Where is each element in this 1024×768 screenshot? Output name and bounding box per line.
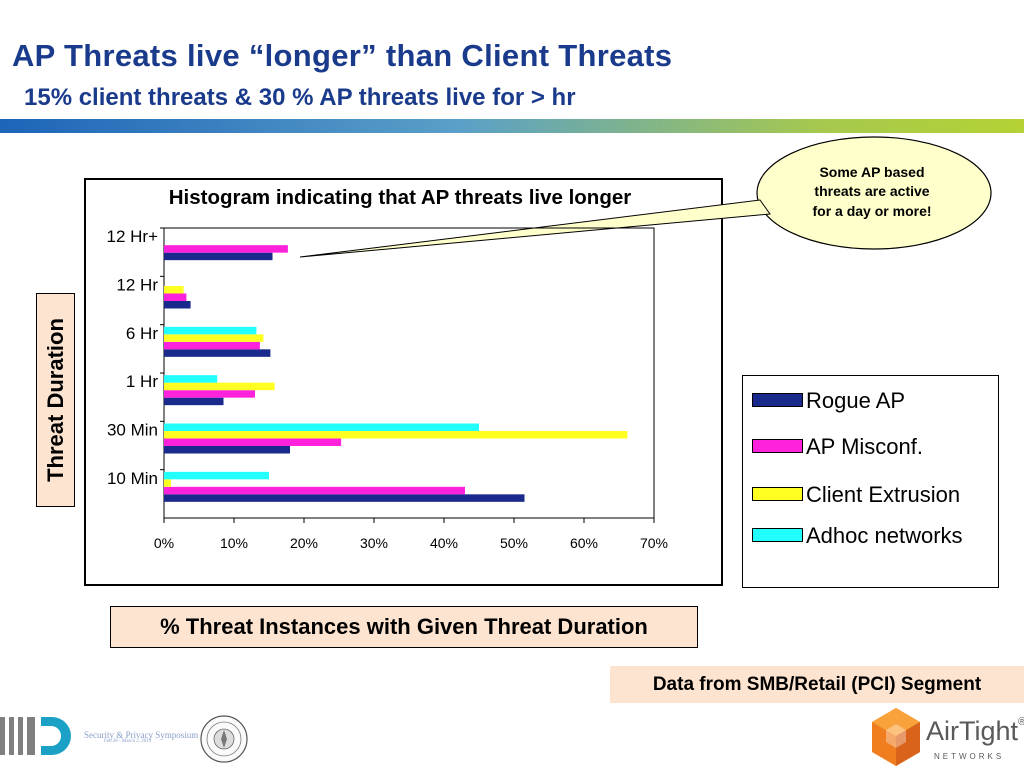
chart-title: Histogram indicating that AP threats liv…	[168, 186, 632, 209]
brand-registered-mark: ®	[1018, 716, 1024, 728]
legend-label-client-extrusion: Client Extrusion	[806, 482, 961, 507]
bar-client-extrusion	[164, 334, 264, 342]
institution-logo	[0, 717, 71, 755]
bar-rogue-ap	[164, 349, 271, 357]
legend-label-rogue-ap: Rogue AP	[806, 388, 906, 413]
callout-line-1: Some AP based	[819, 164, 924, 180]
bar-rogue-ap	[164, 397, 224, 406]
x-tick-label: 70%	[640, 535, 668, 551]
legend-swatch-adhoc-networks	[752, 528, 803, 542]
bar-rogue-ap	[164, 252, 273, 261]
airtight-logo-icon	[872, 708, 920, 766]
bar-ap-misconf	[164, 390, 255, 398]
legend-label-ap-misconf: AP Misconf.	[806, 434, 923, 459]
bar-ap-misconf	[164, 245, 288, 253]
legend-swatch-ap-misconf	[752, 439, 803, 453]
legend-label-adhoc-networks: Adhoc networks	[806, 523, 963, 548]
bar-ap-misconf	[164, 438, 342, 446]
plot-area: 12 Hr+ 12 Hr 6 Hr 1 Hr 30 Min 10 Min 0% 10% 20% 3…	[107, 227, 669, 551]
y-axis-title: Threat Duration	[42, 318, 68, 482]
x-tick-label: 20%	[290, 535, 318, 551]
header-divider	[0, 119, 1024, 133]
x-tick-label: 40%	[430, 535, 458, 551]
bar-ap-misconf	[164, 486, 465, 495]
bar-adhoc-networks	[164, 375, 218, 383]
brand-name: AirTight®	[926, 716, 1024, 747]
y-tick-label: 6 Hr	[126, 324, 158, 343]
brand-name-text: AirTight	[926, 716, 1019, 746]
y-tick-label: 10 Min	[107, 469, 158, 488]
y-axis-title-box: Threat Duration	[36, 293, 75, 507]
x-tick-label: 30%	[360, 535, 388, 551]
bar-client-extrusion	[164, 431, 628, 439]
y-tick-label: 30 Min	[107, 421, 158, 440]
bar-client-extrusion	[164, 286, 184, 294]
y-tick-label: 1 Hr	[126, 372, 158, 391]
x-tick-label: 60%	[570, 535, 598, 551]
bar-ap-misconf	[164, 293, 187, 301]
page-subtitle: 15% client threats & 30 % AP threats liv…	[24, 84, 576, 111]
bar-client-extrusion	[164, 479, 171, 487]
bar-adhoc-networks	[164, 471, 269, 480]
bar-adhoc-networks	[164, 326, 257, 335]
callout-line-3: for a day or more!	[812, 203, 931, 219]
chart-legend	[742, 375, 999, 588]
callout-bubble	[756, 136, 992, 250]
bar-rogue-ap	[164, 446, 290, 454]
y-tick-label: 12 Hr+	[107, 227, 159, 246]
y-tick-label: 12 Hr	[116, 276, 158, 295]
x-tick-label: 50%	[500, 535, 528, 551]
x-tick-label: 10%	[220, 535, 248, 551]
bar-rogue-ap	[164, 301, 191, 309]
footer-symposium: Security & Privacy Symposium	[84, 730, 199, 740]
callout-line-2: threats are active	[814, 183, 929, 199]
bar-ap-misconf	[164, 341, 260, 350]
x-tick-label: 0%	[154, 535, 174, 551]
legend-swatch-client-extrusion	[752, 487, 803, 501]
seal-emblem	[200, 715, 248, 763]
bar-adhoc-networks	[164, 423, 479, 431]
brand-tagline: NETWORKS	[934, 752, 1005, 761]
source-note: Data from SMB/Retail (PCI) Segment	[610, 666, 1024, 703]
bar-rogue-ap	[164, 494, 525, 502]
x-axis-title: % Threat Instances with Given Threat Dur…	[110, 606, 698, 648]
legend-swatch-rogue-ap	[752, 393, 803, 407]
footer-dates: Feb 28 - March 2, 2013	[104, 739, 152, 744]
page-title: AP Threats live “longer” than Client Thr…	[12, 38, 673, 73]
bar-client-extrusion	[164, 382, 275, 391]
